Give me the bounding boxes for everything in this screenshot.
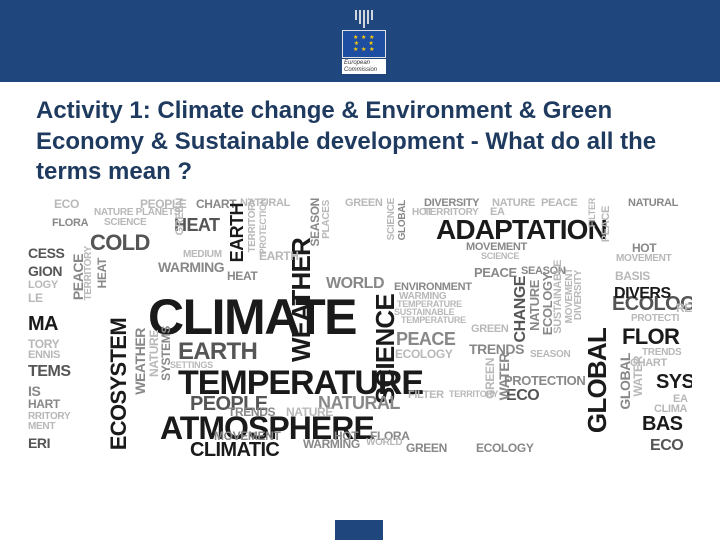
wordcloud-word: ECO xyxy=(650,438,683,454)
wordcloud-word: EA xyxy=(490,207,505,218)
wordcloud-word: GLOBAL xyxy=(398,200,408,240)
wordcloud-word: GLOBAL xyxy=(584,328,610,433)
logo-caption-line2: Commission xyxy=(344,67,377,73)
bottom-accent-bar xyxy=(335,520,383,540)
wordcloud-word: WARMING xyxy=(158,260,224,274)
wordcloud-word: PEACE xyxy=(541,198,577,209)
wordcloud-word: TEMPERATURE xyxy=(401,316,466,325)
wordcloud-word: ADAPTATION xyxy=(436,216,607,244)
slide-title: Activity 1: Climate change & Environment… xyxy=(36,96,684,188)
logo-building-icon xyxy=(355,10,373,28)
wordcloud-word: PEACE xyxy=(396,330,455,348)
wordcloud-word: HEAT xyxy=(227,270,257,282)
wordcloud-word: PEACE xyxy=(601,206,612,242)
wordcloud-word: TERRITORY xyxy=(248,198,258,253)
logo-caption: European Commission xyxy=(342,59,386,74)
wordcloud-word: WATER xyxy=(497,353,511,400)
wordcloud-word: SUSTAINABLE xyxy=(553,260,564,334)
wordcloud-word: TEMS xyxy=(28,364,71,380)
wordcloud-word: TERRITORY xyxy=(84,246,94,301)
wordcloud-word: ECO xyxy=(54,198,79,210)
ec-logo: ★ ★ ★★ ★★ ★ ★ European Commission xyxy=(335,10,393,74)
wordcloud-word: MOVEMENT xyxy=(616,254,671,264)
wordcloud-word: ERI xyxy=(28,436,50,450)
wordcloud-word: MOVEMENT xyxy=(214,430,280,442)
wordcloud-word: ENNIS xyxy=(28,350,60,361)
wordcloud-word: SCIENCE xyxy=(387,198,397,240)
eu-flag-icon: ★ ★ ★★ ★★ ★ ★ xyxy=(342,30,386,58)
wordcloud-word: PROTECTION xyxy=(259,198,268,254)
wordcloud-word: FLOR xyxy=(622,326,679,348)
wordcloud-word: CESS xyxy=(28,246,64,260)
wordcloud-word: PEACE xyxy=(474,266,517,279)
wordcloud-word: GREEN xyxy=(345,198,382,209)
wordcloud-word: MENT xyxy=(28,422,55,432)
wordcloud-word: SEASON xyxy=(530,350,570,360)
wordcloud: CLIMATETEMPERATUREATMOSPHEREADAPTATIONEA… xyxy=(28,198,692,456)
wordcloud-word: WORLD xyxy=(326,276,384,292)
wordcloud-word: SYSTEMS xyxy=(160,326,172,381)
wordcloud-word: DIVERSITY xyxy=(574,270,584,320)
title-block: Activity 1: Climate change & Environment… xyxy=(0,82,720,198)
wordcloud-word: SCIENCE xyxy=(481,252,519,261)
wordcloud-word: PLACES xyxy=(322,200,332,239)
wordcloud-word: GREEN xyxy=(471,324,508,335)
wordcloud-word: BAS xyxy=(642,414,682,434)
wordcloud-word: NATURE xyxy=(286,406,333,418)
wordcloud-container: CLIMATETEMPERATUREATMOSPHEREADAPTATIONEA… xyxy=(0,198,720,456)
wordcloud-word: FILTER xyxy=(588,198,597,227)
wordcloud-word: IS xyxy=(28,384,40,398)
wordcloud-word: CLIMATE xyxy=(148,292,356,342)
wordcloud-word: SETTINGS xyxy=(170,361,213,370)
wordcloud-word: GLOBAL xyxy=(618,353,632,410)
logo-caption-line1: European xyxy=(344,60,370,66)
wordcloud-word: ECOSYSTEM xyxy=(108,318,130,450)
wordcloud-word: BASIS xyxy=(615,270,650,282)
wordcloud-word: MEDIUM xyxy=(183,250,222,260)
wordcloud-word: GREEN xyxy=(406,442,447,454)
wordcloud-word: LOGY xyxy=(28,280,58,291)
header-band: ★ ★ ★★ ★★ ★ ★ European Commission xyxy=(0,0,720,82)
wordcloud-word: GREEN xyxy=(175,198,186,235)
wordcloud-word: PROTECTI xyxy=(631,314,679,324)
wordcloud-word: MA xyxy=(28,314,58,334)
wordcloud-word: ECOLOGY xyxy=(395,348,453,360)
wordcloud-word: SYS xyxy=(656,372,692,392)
wordcloud-word: WEATHER xyxy=(133,328,147,395)
wordcloud-word: EARTH xyxy=(228,203,246,262)
wordcloud-word: LE xyxy=(28,292,43,304)
wordcloud-word: TERRITORY xyxy=(449,390,498,399)
wordcloud-word: SEASON xyxy=(309,198,321,247)
wordcloud-word: HOT xyxy=(412,208,432,218)
wordcloud-word: SCIENCE xyxy=(104,218,146,228)
wordcloud-word: FILTER xyxy=(408,390,444,401)
wordcloud-word: HART xyxy=(28,398,60,410)
wordcloud-word: GION xyxy=(28,264,62,278)
wordcloud-word: PROTECTION xyxy=(504,374,585,387)
wordcloud-word: WARMING xyxy=(303,438,360,450)
wordcloud-word: WATER xyxy=(632,356,644,397)
wordcloud-word: FLORA xyxy=(52,218,88,229)
wordcloud-word: COLD xyxy=(90,232,150,254)
wordcloud-word: ECOLOGY xyxy=(476,442,534,454)
wordcloud-word: NATURAL xyxy=(628,198,678,209)
wordcloud-word: DIVERS xyxy=(614,286,671,302)
wordcloud-word: TRENDS xyxy=(228,406,275,418)
wordcloud-word: HEAT xyxy=(96,258,108,288)
wordcloud-word: WORLD xyxy=(366,438,402,448)
